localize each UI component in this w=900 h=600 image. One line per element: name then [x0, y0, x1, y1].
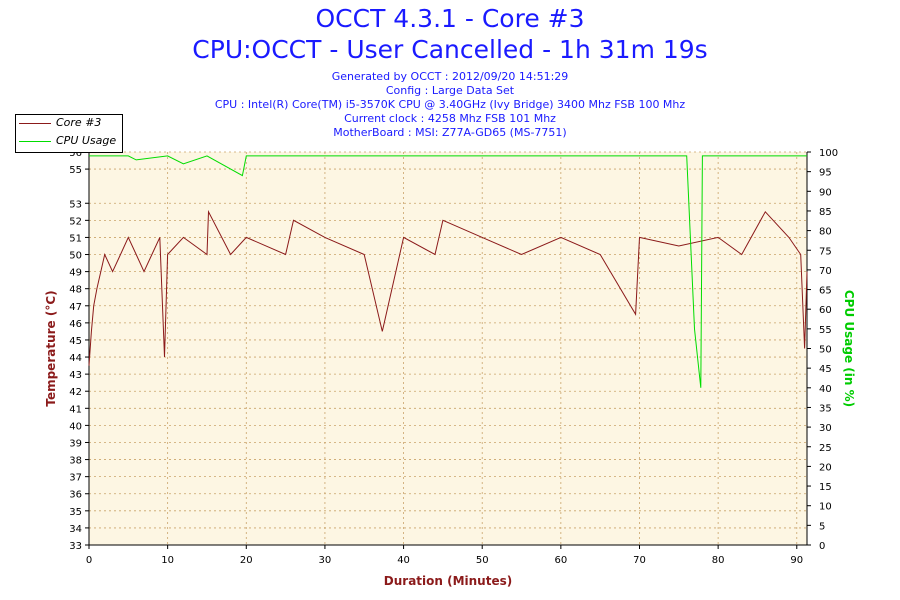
y-tick-label: 40 [69, 421, 82, 432]
y-tick-label: 44 [69, 353, 82, 364]
info-config: Config : Large Data Set [385, 84, 515, 97]
y2-tick-label: 5 [819, 521, 825, 532]
legend-item-cpu-usage: CPU Usage [16, 133, 122, 151]
y-tick-label: 50 [69, 251, 82, 262]
x-tick-label: 20 [240, 555, 253, 566]
y-tick-label: 35 [69, 507, 82, 518]
y2-tick-label: 30 [819, 423, 832, 434]
x-tick-label: 30 [319, 555, 332, 566]
y2-tick-label: 10 [819, 502, 832, 513]
y2-tick-label: 40 [819, 384, 832, 395]
legend-label-core3: Core #3 [56, 116, 102, 129]
y-tick-label: 52 [69, 216, 82, 227]
info-cpu: CPU : Intel(R) Core(TM) i5-3570K CPU @ 3… [214, 98, 686, 111]
y2-tick-label: 55 [819, 325, 832, 336]
y2-tick-label: 35 [819, 403, 832, 414]
y-tick-label: 45 [69, 336, 82, 347]
y-tick-label: 51 [69, 233, 82, 244]
y-tick-label: 46 [69, 319, 82, 330]
x-tick-label: 0 [86, 555, 92, 566]
y2-tick-label: 80 [819, 227, 832, 238]
y2-axis-label: CPU Usage (in %) [842, 290, 856, 407]
y2-tick-label: 45 [819, 364, 832, 375]
y-tick-label: 47 [69, 302, 82, 313]
legend-swatch-cpu-usage [19, 141, 51, 142]
x-tick-label: 60 [554, 555, 567, 566]
chart-title: OCCT 4.3.1 - Core #3 [315, 4, 585, 33]
y2-tick-label: 85 [819, 207, 832, 218]
y2-tick-label: 15 [819, 482, 832, 493]
y-tick-label: 38 [69, 456, 82, 467]
y-tick-label: 49 [69, 268, 82, 279]
y2-tick-label: 0 [819, 541, 825, 552]
y-tick-label: 33 [69, 541, 82, 552]
y2-tick-label: 95 [819, 168, 832, 179]
series-line-cpu-usage [89, 155, 807, 388]
y2-tick-label: 70 [819, 266, 832, 277]
legend-label-cpu-usage: CPU Usage [56, 134, 117, 147]
x-tick-label: 90 [790, 555, 803, 566]
y2-tick-label: 100 [819, 148, 838, 159]
plot-background [89, 152, 807, 545]
info-clock: Current clock : 4258 Mhz FSB 101 Mhz [344, 112, 556, 125]
y2-tick-label: 25 [819, 443, 832, 454]
y2-tick-label: 75 [819, 246, 832, 257]
x-axis-label: Duration (Minutes) [384, 574, 512, 588]
y-tick-label: 34 [69, 524, 82, 535]
x-tick-label: 40 [397, 555, 410, 566]
info-generated: Generated by OCCT : 2012/09/20 14:51:29 [331, 70, 569, 83]
y2-tick-label: 20 [819, 462, 832, 473]
y2-tick-label: 90 [819, 187, 832, 198]
chart-subtitle: CPU:OCCT - User Cancelled - 1h 31m 19s [192, 35, 708, 64]
x-tick-label: 50 [476, 555, 489, 566]
x-tick-label: 10 [161, 555, 174, 566]
x-tick-label: 70 [633, 555, 646, 566]
y2-tick-label: 60 [819, 305, 832, 316]
y-tick-label: 37 [69, 473, 82, 484]
y-tick-label: 42 [69, 387, 82, 398]
legend-swatch-core3 [19, 123, 51, 124]
y-tick-label: 41 [69, 404, 82, 415]
y-tick-label: 43 [69, 370, 82, 381]
y-tick-label: 48 [69, 285, 82, 296]
y-axis-label: Temperature (°C) [44, 290, 58, 406]
y2-tick-label: 50 [819, 345, 832, 356]
y-tick-label: 56 [69, 148, 82, 159]
y-tick-label: 55 [69, 165, 82, 176]
info-motherboard: MotherBoard : MSI: Z77A-GD65 (MS-7751) [333, 126, 567, 139]
legend: Core #3 CPU Usage [15, 114, 123, 153]
y-tick-label: 39 [69, 438, 82, 449]
x-tick-label: 80 [712, 555, 725, 566]
series-line-core3 [88, 209, 808, 366]
y-tick-label: 53 [69, 199, 82, 210]
y2-tick-label: 65 [819, 286, 832, 297]
legend-item-core3: Core #3 [16, 115, 122, 133]
y-tick-label: 36 [69, 490, 82, 501]
